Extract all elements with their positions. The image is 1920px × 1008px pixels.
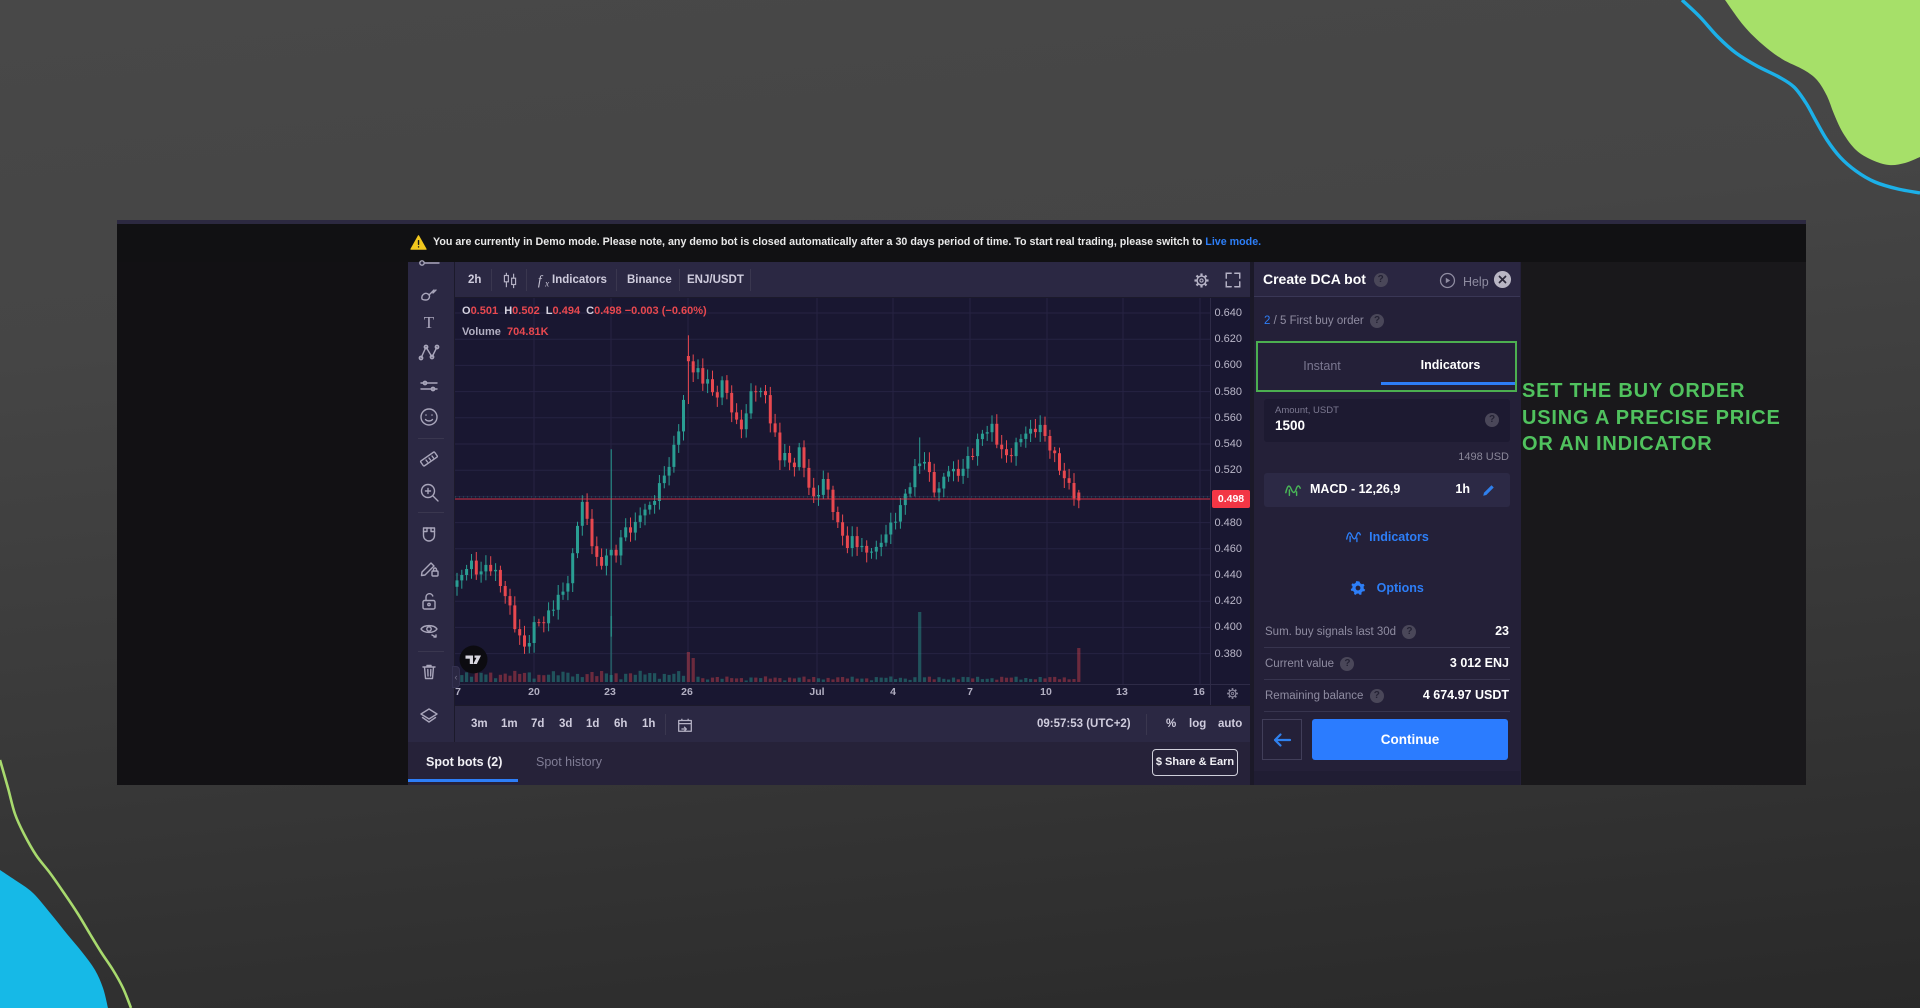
- svg-text:x: x: [544, 278, 549, 288]
- svg-text:f: f: [538, 273, 544, 288]
- svg-text:T: T: [424, 313, 435, 332]
